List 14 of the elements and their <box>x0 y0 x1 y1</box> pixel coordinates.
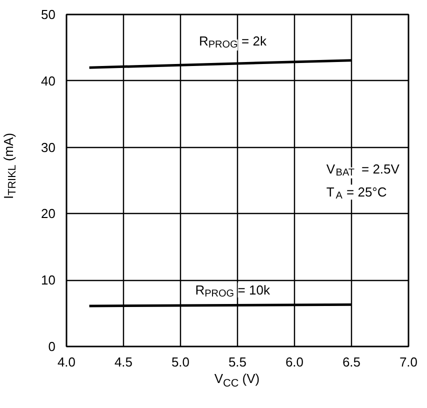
y-tick-label: 40 <box>41 73 56 88</box>
x-tick-label: 6.5 <box>342 354 361 370</box>
y-tick-label: 10 <box>41 272 56 288</box>
x-tick-label: 5.5 <box>228 354 247 370</box>
x-tick-label: 7.0 <box>399 354 418 370</box>
x-tick-label: 5.0 <box>171 354 190 370</box>
y-tick-label: 20 <box>41 206 56 222</box>
y-tick-label: 50 <box>41 7 56 22</box>
x-axis-title: V$_{CC}$ (V) <box>213 370 261 392</box>
x-tick-label: 4.0 <box>57 354 76 370</box>
x-tick-label: 6.0 <box>285 354 304 370</box>
x-tick-label: 4.5 <box>114 354 133 370</box>
y-tick-label: 0 <box>48 339 56 354</box>
y-tick-label: 30 <box>41 140 56 155</box>
